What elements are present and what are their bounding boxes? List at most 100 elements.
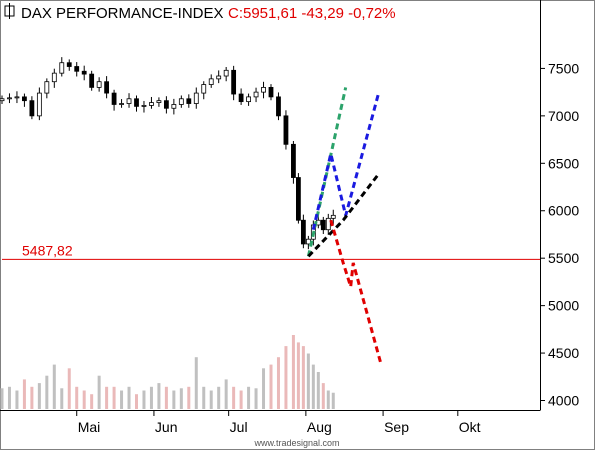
volume-bar bbox=[52, 364, 56, 409]
candle-body bbox=[171, 104, 177, 109]
volume-bar bbox=[60, 388, 64, 409]
y-tick-label: 7500 bbox=[548, 60, 579, 76]
volume-bar bbox=[97, 375, 101, 409]
candle-body bbox=[74, 66, 80, 72]
volume-bar bbox=[90, 394, 94, 409]
watermark: www.tradesignal.com bbox=[253, 438, 339, 448]
projection-green bbox=[306, 87, 348, 257]
x-tick-label: Okt bbox=[459, 419, 481, 435]
candle-body bbox=[330, 214, 336, 219]
chart-header: DAX PERFORMANCE-INDEX C:5951,61 -43,29 -… bbox=[4, 3, 396, 22]
volume-bar bbox=[296, 342, 300, 409]
y-axis: 4000 4500 5000 5500 6000 6500 7000 7500 bbox=[540, 60, 579, 409]
volume-bar bbox=[22, 379, 26, 409]
volume-bar bbox=[127, 386, 131, 409]
volume-bar bbox=[321, 383, 325, 409]
volume-bar bbox=[224, 379, 228, 409]
candle-body bbox=[141, 105, 147, 107]
volume-bar bbox=[157, 383, 161, 409]
candle-body bbox=[51, 72, 57, 83]
candle-body bbox=[134, 98, 139, 107]
volume-bar bbox=[301, 346, 305, 409]
candle-body bbox=[300, 219, 306, 245]
candle-body bbox=[7, 97, 12, 100]
candle-body bbox=[283, 115, 289, 145]
candle-body bbox=[231, 69, 237, 95]
candle-body bbox=[201, 84, 207, 94]
volume-bar bbox=[105, 386, 109, 409]
candle-body bbox=[81, 70, 87, 75]
x-tick-label: Aug bbox=[307, 419, 332, 435]
candle-body bbox=[22, 96, 27, 102]
volume-bar bbox=[254, 388, 258, 409]
projection-blue bbox=[311, 94, 380, 231]
candle-body bbox=[246, 96, 251, 103]
candle-body bbox=[163, 100, 169, 109]
volume-bar bbox=[37, 383, 41, 409]
support-level: 5487,82 bbox=[2, 242, 540, 260]
candle-body bbox=[223, 69, 229, 77]
x-tick-label: Sep bbox=[384, 419, 409, 435]
candle-body bbox=[0, 98, 5, 102]
volume-bar bbox=[291, 335, 295, 409]
candle-body bbox=[36, 92, 42, 117]
volume-bar bbox=[142, 390, 146, 409]
x-tick-label: Jun bbox=[155, 419, 178, 435]
candle-body bbox=[276, 96, 281, 117]
volume-bar bbox=[326, 390, 330, 409]
y-tick-label: 6500 bbox=[548, 155, 579, 171]
candle-body bbox=[193, 92, 199, 104]
projection-lines bbox=[306, 87, 383, 363]
candle-body bbox=[320, 219, 326, 231]
candle-body bbox=[291, 143, 296, 178]
volume-bar bbox=[239, 390, 243, 409]
candle-body bbox=[268, 86, 274, 98]
y-tick-label: 4500 bbox=[548, 345, 579, 361]
volume-bar bbox=[217, 386, 221, 409]
volume-bar bbox=[135, 394, 138, 409]
candle-body bbox=[66, 62, 72, 67]
chart-title: DAX PERFORMANCE-INDEX bbox=[21, 5, 224, 22]
candle-body bbox=[186, 98, 192, 104]
volume-bar bbox=[269, 364, 273, 409]
projection-red bbox=[329, 219, 383, 363]
volume-bar bbox=[316, 372, 320, 409]
candle-body bbox=[126, 98, 132, 104]
volume-bar bbox=[247, 386, 251, 409]
volume-bar bbox=[67, 368, 71, 409]
volume-bar bbox=[262, 368, 266, 409]
y-tick-label: 5000 bbox=[548, 298, 579, 314]
candle-body bbox=[216, 75, 222, 80]
volume-bar bbox=[311, 364, 315, 409]
volume-bar bbox=[209, 390, 213, 409]
volume-bar bbox=[45, 375, 49, 409]
x-axis: Mai Jun Jul Aug Sep Okt bbox=[76, 410, 481, 435]
y-tick-label: 6000 bbox=[548, 203, 579, 219]
volume-bar bbox=[82, 390, 86, 409]
candle-body bbox=[261, 86, 266, 93]
volume-bar bbox=[179, 388, 183, 409]
candle-body bbox=[14, 96, 20, 99]
candle-body bbox=[238, 93, 244, 103]
candle-body bbox=[29, 100, 35, 117]
candle-body bbox=[325, 217, 331, 231]
candle-body bbox=[104, 81, 110, 94]
volume-bar bbox=[284, 346, 288, 409]
volume-bar bbox=[164, 386, 168, 409]
candle-body bbox=[253, 91, 259, 98]
candle-body bbox=[96, 81, 102, 88]
volume-bar bbox=[75, 386, 79, 409]
volume-bar bbox=[15, 390, 19, 409]
chart-quote: C:5951,61 -43,29 -0,72% bbox=[228, 5, 396, 22]
volume-bar bbox=[202, 386, 206, 409]
volume-bar bbox=[187, 386, 191, 409]
candle-body bbox=[44, 81, 50, 94]
candle-body bbox=[156, 100, 162, 103]
x-tick-label: Mai bbox=[78, 419, 101, 435]
candle-body bbox=[111, 92, 117, 105]
volume-bars bbox=[0, 335, 335, 409]
volume-bar bbox=[276, 357, 280, 409]
candle-body bbox=[89, 73, 95, 88]
